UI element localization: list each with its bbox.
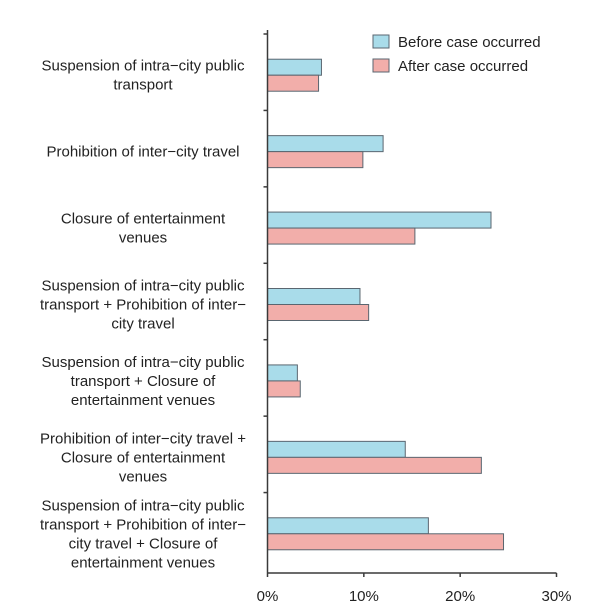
legend-label: After case occurred [398, 58, 528, 75]
category-label: transport + Closure of [71, 373, 216, 390]
bar-after [267, 151, 364, 169]
category-label: Closure of entertainment [61, 449, 226, 466]
category-label: Prohibition of inter−city travel [46, 144, 239, 161]
bar-after [267, 304, 370, 321]
bar-before [267, 517, 429, 535]
category-label: transport + Prohibition of inter− [40, 516, 246, 533]
category-label: venues [119, 468, 167, 485]
category-label: Suspension of intra−city public [41, 278, 245, 295]
category-label: Suspension of intra−city public [41, 497, 245, 514]
category-label: transport [113, 77, 173, 94]
x-tick-label: 0% [257, 588, 279, 605]
bar-after [267, 380, 301, 398]
category-label: Suspension of intra−city public [41, 58, 245, 75]
category-label: Suspension of intra−city public [41, 354, 245, 371]
bar-after [267, 456, 482, 474]
x-tick-label: 30% [541, 588, 571, 605]
category-label: Prohibition of inter−city travel + [40, 430, 246, 447]
category-label: city travel + Closure of [69, 535, 219, 552]
bar-after [267, 533, 505, 551]
legend-label: Before case occurred [398, 34, 541, 51]
category-label: city travel [111, 316, 174, 333]
x-tick-label: 10% [349, 588, 379, 605]
bar-before [267, 58, 322, 76]
category-label: venues [119, 230, 167, 247]
bar-after [267, 227, 416, 245]
category-label: Closure of entertainment [61, 211, 226, 228]
bar-before [267, 440, 406, 458]
x-tick-label: 20% [445, 588, 475, 605]
bar-before [267, 364, 298, 382]
legend-swatch [372, 34, 390, 49]
bar-before [267, 211, 492, 229]
legend-swatch [372, 58, 390, 73]
bar-before [267, 288, 361, 305]
bar-before [267, 135, 384, 153]
bar-after [267, 74, 320, 92]
category-label: entertainment venues [71, 392, 215, 409]
category-label: transport + Prohibition of inter− [40, 297, 246, 314]
category-label: entertainment venues [71, 554, 215, 571]
